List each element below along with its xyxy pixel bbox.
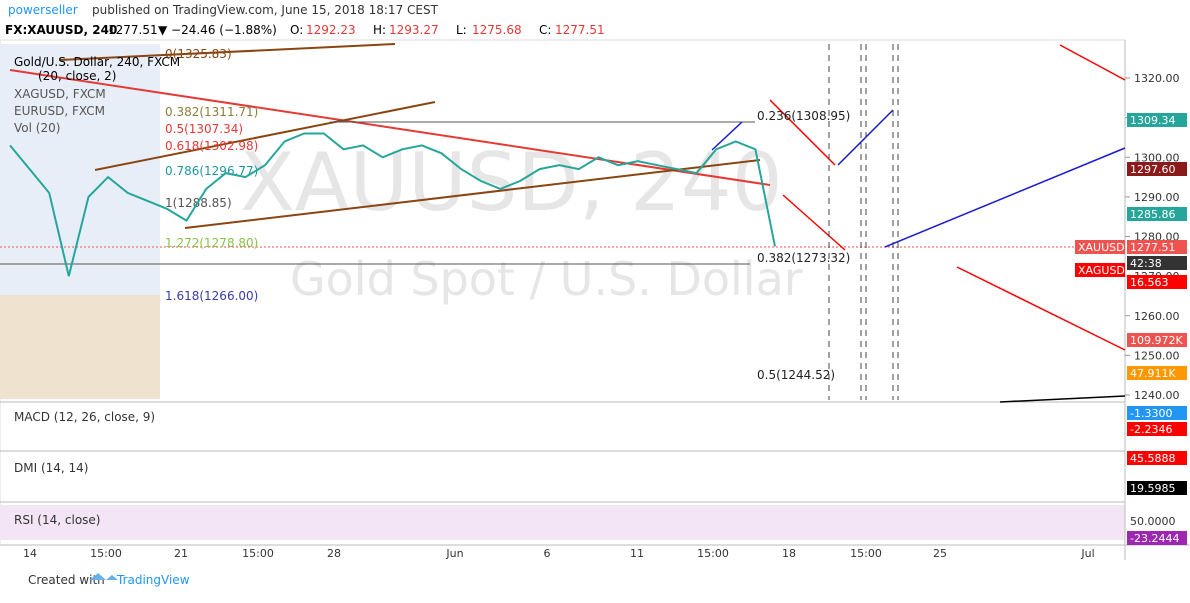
x-tick-label: 18 (782, 547, 796, 560)
fib-label: 0.5(1307.34) (165, 122, 243, 136)
ohlc-value: 1292.23 (306, 23, 356, 37)
price-badge (1127, 207, 1187, 221)
ohlc-label: C: (539, 23, 551, 37)
pane-title: DMI (14, 14) (14, 461, 88, 475)
last-price: 1277.51 (108, 23, 158, 37)
ohlc-label: O: (290, 23, 303, 37)
fib-zone (0, 295, 160, 399)
trend-line (184, 159, 761, 229)
price-badge (1127, 406, 1187, 420)
pane-title: MACD (12, 26, close, 9) (14, 410, 155, 424)
ohlc-value: 1277.51 (555, 23, 605, 37)
price-badge (1127, 481, 1187, 495)
trend-line (59, 43, 396, 61)
price-badge (1127, 256, 1187, 270)
fib-label: 0(1325.83) (165, 47, 232, 61)
ohlc-value: 1293.27 (389, 23, 439, 37)
price-badge (1127, 275, 1187, 289)
fib-label: 0.382(1273.32) (757, 251, 850, 265)
trend-line (999, 395, 1126, 403)
ohlc-label: H: (373, 23, 386, 37)
x-tick-label: 15:00 (90, 547, 122, 560)
watermark: Gold Spot / U.S. Dollar (290, 252, 803, 306)
fib-label: 1.618(1266.00) (165, 289, 258, 303)
x-tick-label: 21 (174, 547, 188, 560)
published: published on TradingView.com, June 15, 2… (92, 3, 439, 17)
chart-area (0, 39, 1126, 546)
price-badge (1127, 240, 1187, 254)
trend-line (94, 101, 436, 171)
badge-text: 19.5985 (1130, 482, 1176, 495)
x-tick-label: 6 (544, 547, 551, 560)
badge-text: 1285.86 (1130, 208, 1176, 221)
x-tick-label: 15:00 (850, 547, 882, 560)
legend-item: Vol (20) (14, 121, 60, 135)
fib-label: 0.236(1308.95) (757, 109, 850, 123)
rsi-band (0, 505, 1125, 540)
badge-text: 42:38 (1130, 257, 1162, 270)
x-tick-label: 15:00 (697, 547, 729, 560)
price-line (9, 132, 776, 277)
price-badge (1127, 451, 1187, 465)
x-tick-label: 25 (933, 547, 947, 560)
y-tick-label: 1260.00 (1134, 310, 1180, 323)
ohlc-value: 1275.68 (472, 23, 522, 37)
price-badge (1127, 531, 1187, 545)
y-tick-label: 1240.00 (1134, 389, 1180, 402)
footer-brand[interactable]: TradingView (116, 573, 190, 587)
price-badge (1127, 333, 1187, 347)
badge-text: 109.972K (1130, 334, 1183, 347)
price-badge (1075, 263, 1125, 277)
x-tick-label: 14 (23, 547, 37, 560)
badge-text: XAGUSD (1078, 264, 1125, 277)
watermark: XAUUSD, 240 (240, 136, 783, 229)
y-tick-label: 1250.00 (1134, 349, 1180, 362)
logo (90, 573, 118, 580)
price-badge (1075, 240, 1125, 254)
badge-text: 50.0000 (1130, 515, 1176, 528)
trend-line (9, 69, 771, 186)
ohlc-label: L: (456, 23, 467, 37)
symbol: FX:XAUUSD, 240 (5, 23, 117, 37)
x-tick-label: Jul (1080, 547, 1094, 560)
event-lines (828, 44, 899, 400)
projection (769, 44, 1126, 351)
badge-text: 16.563 (1130, 276, 1169, 289)
author[interactable]: powerseller (8, 3, 78, 17)
fib-label: 0.618(1302.98) (165, 139, 258, 153)
badge-text: 47.911K (1130, 367, 1176, 380)
badge-text: 45.5888 (1130, 452, 1176, 465)
fib-label: 0.382(1311.71) (165, 105, 258, 119)
legend-item: EURUSD, FXCM (14, 104, 105, 118)
x-tick-label: Jun (445, 547, 463, 560)
footer: Created with (28, 573, 105, 587)
legend-item: Gold/U.S. Dollar, 240, FXCM (14, 55, 180, 69)
y-tick-label: 1290.00 (1134, 191, 1180, 204)
price-badge (1127, 113, 1187, 127)
price-badge (1127, 162, 1187, 176)
x-tick-label: 15:00 (242, 547, 274, 560)
fib-label: 0.5(1244.52) (757, 368, 835, 382)
legend-item: (20, close, 2) (38, 69, 116, 83)
change: ▼ −24.46 (−1.88%) (158, 23, 277, 37)
y-tick-label: 1300.00 (1134, 151, 1180, 164)
legend-item: XAGUSD, FXCM (14, 87, 106, 101)
badge-text: 1277.51 (1130, 241, 1176, 254)
badge-text: XAUUSD (1078, 241, 1125, 254)
price-badge (1127, 366, 1187, 380)
badge-text: 1309.34 (1130, 114, 1176, 127)
x-tick-label: 11 (630, 547, 644, 560)
fib-label: 1.272(1278.80) (165, 236, 258, 250)
badge-text: -1.3300 (1130, 407, 1172, 420)
y-tick-label: 1320.00 (1134, 72, 1180, 85)
badge-text: -23.2444 (1130, 532, 1179, 545)
badge-text: -2.2346 (1130, 423, 1172, 436)
pane-title: RSI (14, close) (14, 513, 100, 527)
badge-text: 1297.60 (1130, 163, 1176, 176)
price-badge (1127, 422, 1187, 436)
x-tick-label: 28 (327, 547, 341, 560)
price-badge (1127, 514, 1187, 528)
